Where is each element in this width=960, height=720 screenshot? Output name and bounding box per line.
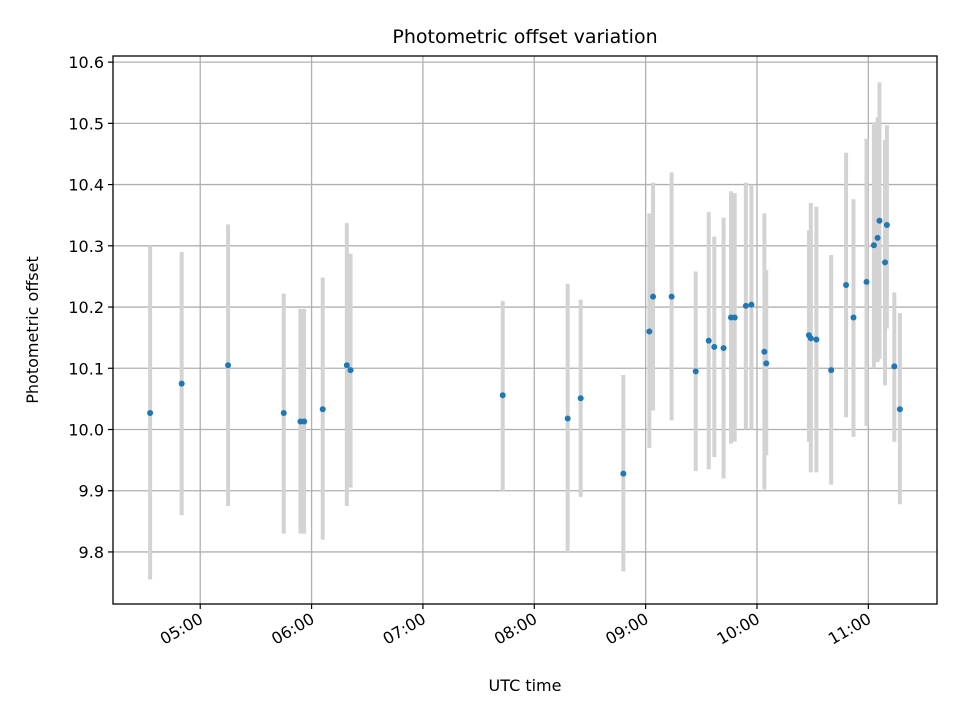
y-tick-label: 10.1 xyxy=(68,359,104,378)
data-point xyxy=(828,367,835,374)
y-tick-label: 10.0 xyxy=(68,420,104,439)
data-point xyxy=(620,470,627,477)
data-point xyxy=(646,328,653,335)
data-point xyxy=(564,415,571,422)
data-point xyxy=(178,380,185,387)
y-tick-label: 10.6 xyxy=(68,53,104,72)
data-point xyxy=(319,406,326,413)
x-tick-label: 05:00 xyxy=(157,609,206,649)
data-point xyxy=(343,362,350,369)
x-tick-label: 08:00 xyxy=(491,609,540,649)
data-point xyxy=(711,343,718,350)
data-point xyxy=(731,314,738,321)
data-point xyxy=(883,221,890,228)
x-axis-ticks: 05:00 06:00 07:00 08:00 09:00 10:00 11:00 xyxy=(157,604,874,649)
data-point xyxy=(870,242,877,249)
data-point xyxy=(147,409,154,416)
data-point xyxy=(896,406,903,413)
x-tick-label: 07:00 xyxy=(379,609,428,649)
data-point xyxy=(650,293,657,300)
data-point xyxy=(668,293,675,300)
data-point xyxy=(813,336,820,343)
data-point xyxy=(863,278,870,285)
x-tick-label: 09:00 xyxy=(602,609,651,649)
data-point xyxy=(742,302,749,309)
data-point xyxy=(876,217,883,224)
data-point xyxy=(692,368,699,375)
x-tick-label: 11:00 xyxy=(825,609,874,649)
data-point xyxy=(843,281,850,288)
y-axis-label: Photometric offset xyxy=(23,256,42,404)
data-point xyxy=(577,395,584,402)
data-point xyxy=(891,363,898,370)
x-tick-label: 10:00 xyxy=(714,609,763,649)
y-tick-label: 9.8 xyxy=(79,543,104,562)
data-point xyxy=(850,314,857,321)
y-tick-label: 10.4 xyxy=(68,176,104,195)
plot-frame xyxy=(112,55,938,605)
data-point xyxy=(225,362,232,369)
data-point xyxy=(761,348,768,355)
y-axis-ticks: 9.8 9.9 10.0 10.1 10.2 10.3 10.4 10.5 10.6 xyxy=(68,53,113,562)
y-tick-label: 10.5 xyxy=(68,114,104,133)
grid xyxy=(113,56,937,604)
data-point xyxy=(705,337,712,344)
y-tick-label: 10.3 xyxy=(68,237,104,256)
data-point xyxy=(347,367,354,374)
data-point xyxy=(720,345,727,352)
x-tick-label: 06:00 xyxy=(268,609,317,649)
y-tick-label: 9.9 xyxy=(79,482,104,501)
error-bars xyxy=(148,82,902,580)
data-point xyxy=(874,234,881,241)
data-point xyxy=(807,335,814,342)
data-points xyxy=(147,217,903,477)
data-point xyxy=(301,418,308,425)
chart-title: Photometric offset variation xyxy=(392,26,657,48)
data-point xyxy=(280,409,287,416)
data-point xyxy=(763,360,770,367)
data-point xyxy=(499,392,506,399)
data-point xyxy=(748,301,755,308)
x-axis-label: UTC time xyxy=(489,676,562,695)
data-point xyxy=(882,259,889,266)
y-tick-label: 10.2 xyxy=(68,298,104,317)
